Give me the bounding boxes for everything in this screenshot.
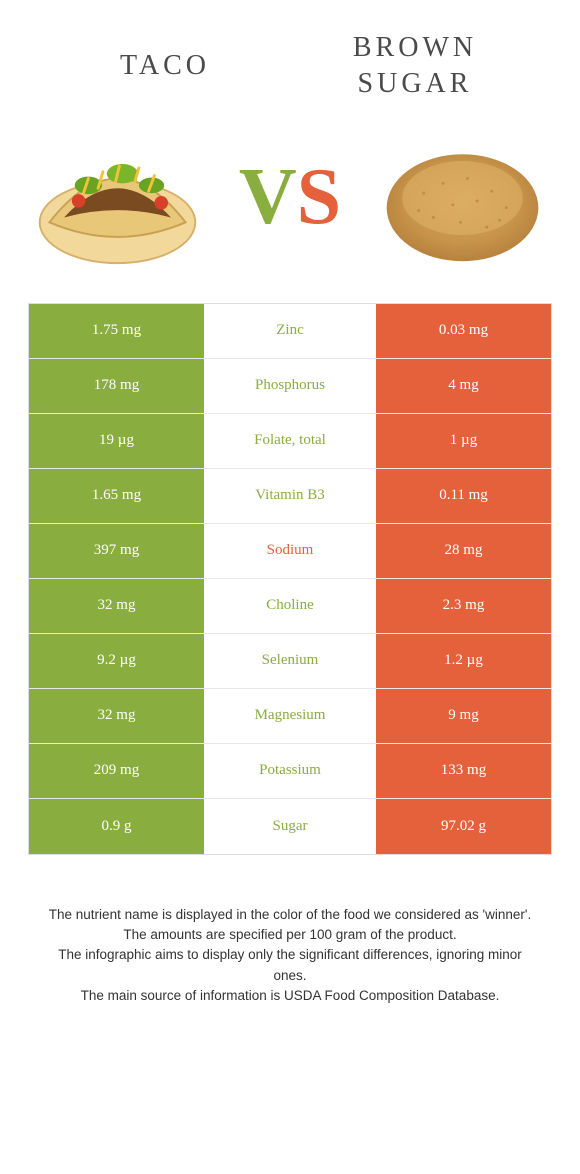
nutrient-name: Folate, total [204, 414, 376, 468]
table-row: 32 mgCholine2.3 mg [29, 579, 551, 634]
value-left: 0.9 g [29, 799, 204, 854]
value-right: 0.03 mg [376, 304, 551, 358]
taco-image [30, 123, 205, 273]
comparison-table: 1.75 mgZinc0.03 mg178 mgPhosphorus4 mg19… [28, 303, 552, 855]
table-row: 9.2 µgSelenium1.2 µg [29, 634, 551, 689]
value-left: 1.65 mg [29, 469, 204, 523]
footer-notes: The nutrient name is displayed in the co… [0, 855, 580, 1006]
title-left: TACO [40, 50, 290, 82]
brown-sugar-image [375, 123, 550, 273]
footer-line3: The infographic aims to display only the… [40, 945, 540, 986]
value-right: 1.2 µg [376, 634, 551, 688]
header: TACO BROWN SUGAR [0, 0, 580, 113]
images-row: VS [0, 113, 580, 303]
table-row: 32 mgMagnesium9 mg [29, 689, 551, 744]
nutrient-name: Sodium [204, 524, 376, 578]
table-row: 397 mgSodium28 mg [29, 524, 551, 579]
vs-v: V [239, 153, 297, 241]
vs-s: S [297, 153, 342, 241]
value-left: 32 mg [29, 689, 204, 743]
value-right: 97.02 g [376, 799, 551, 854]
value-right: 133 mg [376, 744, 551, 798]
footer-line4: The main source of information is USDA F… [40, 986, 540, 1006]
value-left: 1.75 mg [29, 304, 204, 358]
footer-line1: The nutrient name is displayed in the co… [40, 905, 540, 925]
table-row: 1.65 mgVitamin B30.11 mg [29, 469, 551, 524]
value-right: 28 mg [376, 524, 551, 578]
footer-line2: The amounts are specified per 100 gram o… [40, 925, 540, 945]
value-right: 0.11 mg [376, 469, 551, 523]
value-left: 209 mg [29, 744, 204, 798]
table-row: 1.75 mgZinc0.03 mg [29, 304, 551, 359]
value-right: 9 mg [376, 689, 551, 743]
value-left: 397 mg [29, 524, 204, 578]
nutrient-name: Sugar [204, 799, 376, 854]
vs-label: VS [239, 152, 341, 243]
value-right: 1 µg [376, 414, 551, 468]
nutrient-name: Zinc [204, 304, 376, 358]
value-left: 32 mg [29, 579, 204, 633]
title-right: BROWN SUGAR [290, 30, 540, 103]
table-row: 0.9 gSugar97.02 g [29, 799, 551, 854]
table-row: 178 mgPhosphorus4 mg [29, 359, 551, 414]
value-left: 19 µg [29, 414, 204, 468]
nutrient-name: Magnesium [204, 689, 376, 743]
nutrient-name: Choline [204, 579, 376, 633]
table-row: 19 µgFolate, total1 µg [29, 414, 551, 469]
title-right-line1: BROWN [353, 32, 477, 63]
value-right: 2.3 mg [376, 579, 551, 633]
title-right-line2: SUGAR [358, 68, 473, 99]
value-right: 4 mg [376, 359, 551, 413]
value-left: 9.2 µg [29, 634, 204, 688]
nutrient-name: Vitamin B3 [204, 469, 376, 523]
value-left: 178 mg [29, 359, 204, 413]
nutrient-name: Phosphorus [204, 359, 376, 413]
nutrient-name: Selenium [204, 634, 376, 688]
nutrient-name: Potassium [204, 744, 376, 798]
table-row: 209 mgPotassium133 mg [29, 744, 551, 799]
